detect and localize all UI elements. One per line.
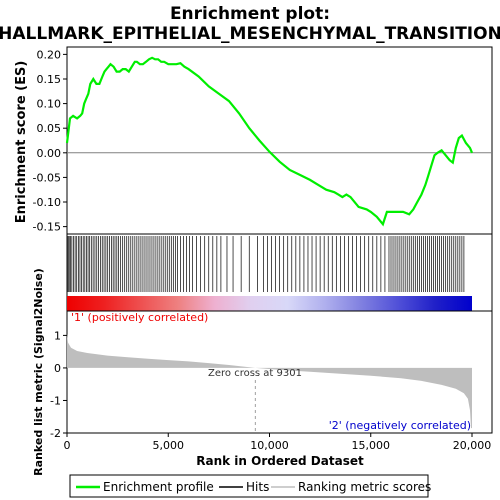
xtick-label: 0	[64, 439, 71, 452]
xtick-label: 20,000	[453, 439, 492, 452]
metric-ytick-label: 0	[54, 362, 61, 375]
legend-label-ranking-metric: Ranking metric scores	[298, 480, 431, 494]
es-y-axis-label: Enrichment score (ES)	[14, 61, 29, 224]
es-ytick-label: 0.00	[37, 147, 62, 160]
ranked-list-color-band	[67, 296, 472, 311]
xtick-label: 10,000	[250, 439, 289, 452]
metric-ytick-label: -1	[50, 394, 61, 407]
chart-title-line1: Enrichment plot:	[170, 4, 330, 24]
es-ytick-label: 0.20	[37, 48, 62, 61]
xtick-label: 5,000	[153, 439, 185, 452]
enrichment-profile-line	[65, 56, 474, 227]
legend-box	[69, 474, 429, 498]
zero-cross-label: Zero cross at 9301	[208, 368, 302, 379]
metric-ytick-label: -2	[50, 427, 61, 440]
es-ytick-label: 0.05	[37, 122, 62, 135]
xtick-label: 15,000	[352, 439, 391, 452]
enrichment-score-panel: 0.20 0.15 0.10 0.05 0.00 -0.05 -0.10 -0.15 Enri…	[14, 46, 493, 235]
legend-label-enrichment-profile: Enrichment profile	[103, 480, 214, 494]
metric-ytick-label: 1	[54, 329, 61, 342]
metric-y-axis-label: Ranked list metric (Signal2Noise)	[32, 268, 45, 476]
legend: Enrichment profile Hits Ranking metric s…	[69, 474, 431, 498]
hits-panel	[66, 233, 493, 312]
chart-title-line2: HALLMARK_EPITHELIAL_MESENCHYMAL_TRANSITI…	[0, 24, 500, 44]
es-ytick-label: -0.10	[33, 196, 61, 209]
positive-correlation-label: '1' (positively correlated)	[71, 311, 208, 324]
es-ytick-label: -0.05	[33, 171, 61, 184]
legend-label-hits: Hits	[246, 480, 269, 494]
es-ytick-label: 0.10	[37, 98, 62, 111]
x-axis-label: Rank in Ordered Dataset	[196, 454, 364, 468]
negative-correlation-label: '2' (negatively correlated)	[329, 419, 471, 432]
ranking-metric-panel: 1 0 -1 -2 '1' (positively correlated) '2' (…	[32, 268, 493, 476]
es-ytick-label: 0.15	[37, 73, 62, 86]
es-ytick-label: -0.15	[33, 221, 61, 234]
